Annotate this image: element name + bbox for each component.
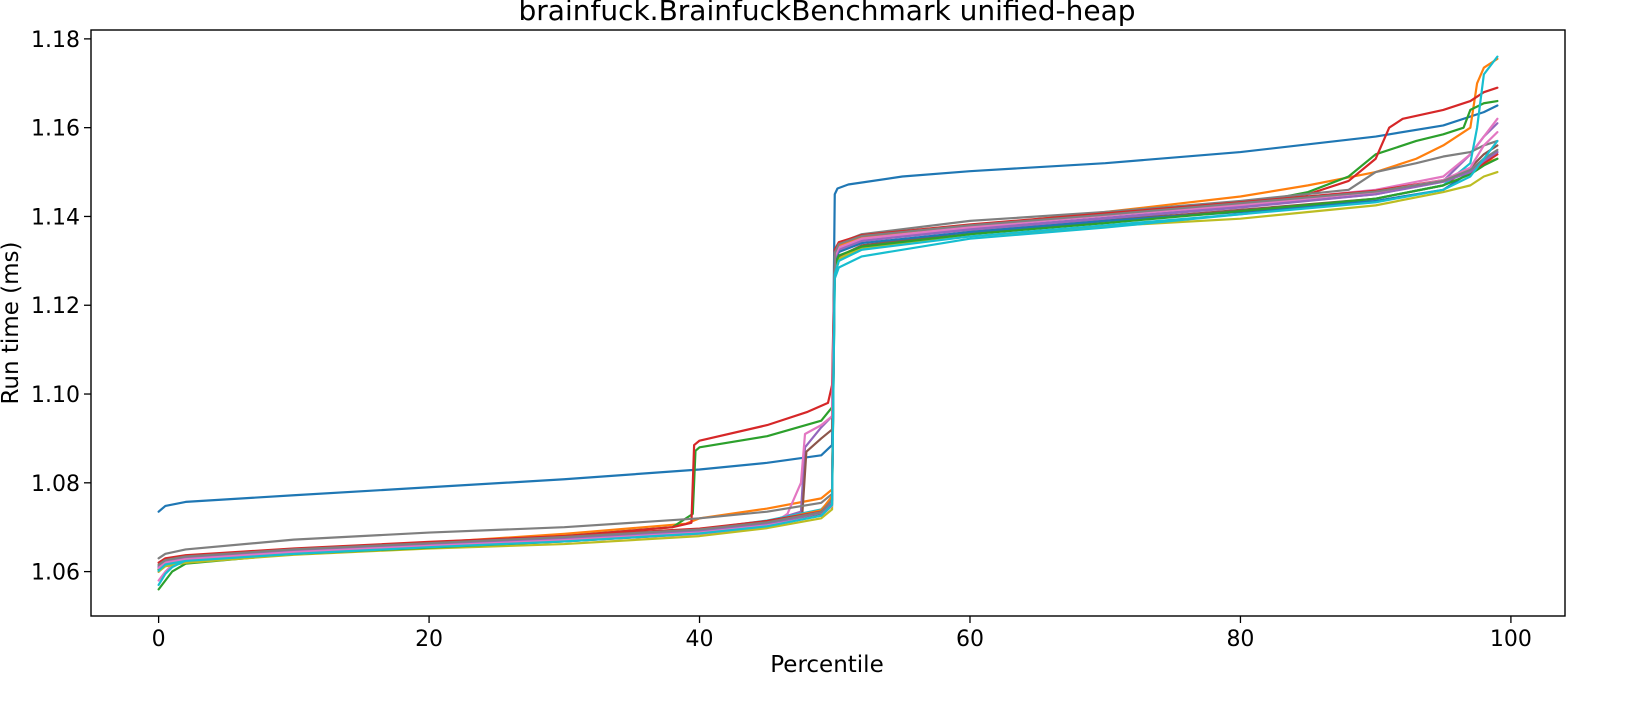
- y-tick-label: 1.06: [31, 561, 80, 586]
- x-axis-ticks: 0 20 40 60 80 100: [152, 616, 1532, 652]
- chart-title: brainfuck.BrainfuckBenchmark unified-hea…: [519, 0, 1136, 27]
- series-line-9: [157, 170, 1499, 573]
- y-tick-label: 1.08: [31, 472, 80, 497]
- x-tick-label: 40: [686, 627, 714, 652]
- x-tick-label: 0: [152, 627, 166, 652]
- series-line-3: [157, 99, 1499, 591]
- series-line-1: [157, 104, 1499, 513]
- plot-area-frame: [90, 29, 1566, 617]
- x-axis-title: Percentile: [770, 652, 883, 678]
- y-axis-ticks: 1.06 1.08 1.10 1.12 1.14 1.16 1.18: [31, 28, 91, 586]
- y-tick-label: 1.18: [31, 28, 80, 53]
- x-tick-label: 100: [1490, 627, 1532, 652]
- series-line-2: [157, 57, 1499, 571]
- series-layer: [157, 55, 1499, 591]
- y-axis-title: Run time (ms): [0, 241, 24, 404]
- x-tick-label: 60: [956, 627, 984, 652]
- x-tick-label: 20: [415, 627, 443, 652]
- y-tick-label: 1.12: [31, 294, 80, 319]
- series-line-4: [157, 86, 1499, 573]
- series-line-17: [157, 148, 1499, 567]
- series-line-18: [157, 139, 1499, 572]
- x-tick-label: 80: [1226, 627, 1254, 652]
- series-line-8: [157, 139, 1499, 560]
- y-tick-label: 1.16: [31, 117, 80, 142]
- y-tick-label: 1.10: [31, 383, 80, 408]
- y-tick-label: 1.14: [31, 205, 80, 230]
